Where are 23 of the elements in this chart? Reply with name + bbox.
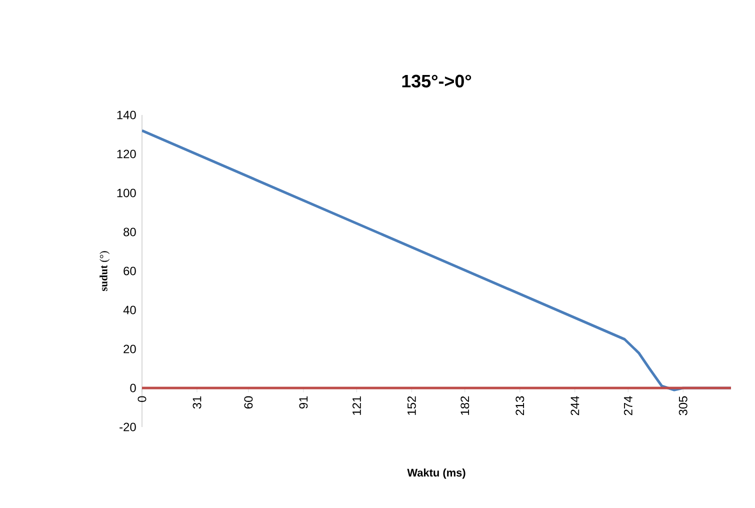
x-tick-label: 152 xyxy=(407,396,416,415)
chart-title: 135°->0° xyxy=(402,74,472,88)
x-tick-label: 213 xyxy=(516,396,524,416)
y-axis-title: sudut (°) xyxy=(100,251,110,291)
x-axis-title: Waktu (ms) xyxy=(407,468,466,479)
y-tick-label: 80 xyxy=(124,228,136,236)
y-tick-label: 140 xyxy=(117,110,136,120)
y-tick-label: 40 xyxy=(123,306,136,314)
y-tick-label: 20 xyxy=(124,344,136,354)
x-tick-label: 0 xyxy=(138,396,146,402)
x-tick-label: 274 xyxy=(624,396,632,416)
x-tick-label: 182 xyxy=(460,396,470,415)
y-tick-label: 120 xyxy=(117,150,136,158)
x-tick-label: 305 xyxy=(678,396,688,416)
y-tick-label: 60 xyxy=(124,266,136,276)
x-tick-label: 91 xyxy=(299,396,308,409)
x-tick-label: 60 xyxy=(244,396,253,408)
x-tick-label: 121 xyxy=(352,396,361,415)
y-tick-label: 100 xyxy=(117,188,136,198)
x-tick-label: 31 xyxy=(192,396,202,409)
x-tick-label: 244 xyxy=(570,396,580,416)
y-tick-label: 0 xyxy=(130,384,136,392)
y-tick-label: -20 xyxy=(120,422,136,432)
